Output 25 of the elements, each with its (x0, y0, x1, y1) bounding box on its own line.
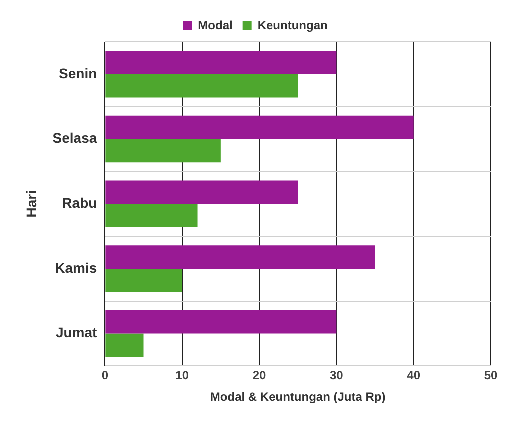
bar (106, 139, 221, 163)
x-tick-label: 50 (484, 368, 498, 383)
bar (106, 334, 144, 358)
y-tick-label: Selasa (52, 130, 98, 146)
bar (106, 310, 337, 334)
bar (106, 268, 182, 292)
x-tick-label: 30 (330, 368, 344, 383)
bar (106, 51, 337, 74)
x-tick-label: 0 (102, 368, 109, 383)
bar (106, 246, 376, 269)
legend-label: Modal (198, 18, 233, 32)
x-axis-title: Modal & Keuntungan (Juta Rp) (210, 390, 386, 404)
y-tick-label: Senin (59, 65, 98, 82)
bar (106, 204, 198, 228)
y-axis-title: Hari (23, 190, 40, 218)
y-tick-label: Rabu (62, 194, 98, 211)
y-tick-label: Jumat (56, 324, 98, 341)
bar (106, 180, 298, 204)
x-tick-label: 40 (407, 368, 421, 383)
bar (106, 116, 414, 140)
y-tick-label: Kamis (55, 260, 98, 276)
x-tick-label: 10 (176, 368, 190, 383)
x-tick-label: 20 (252, 368, 266, 383)
bar (106, 74, 298, 98)
legend-label: Keuntungan (258, 18, 328, 32)
